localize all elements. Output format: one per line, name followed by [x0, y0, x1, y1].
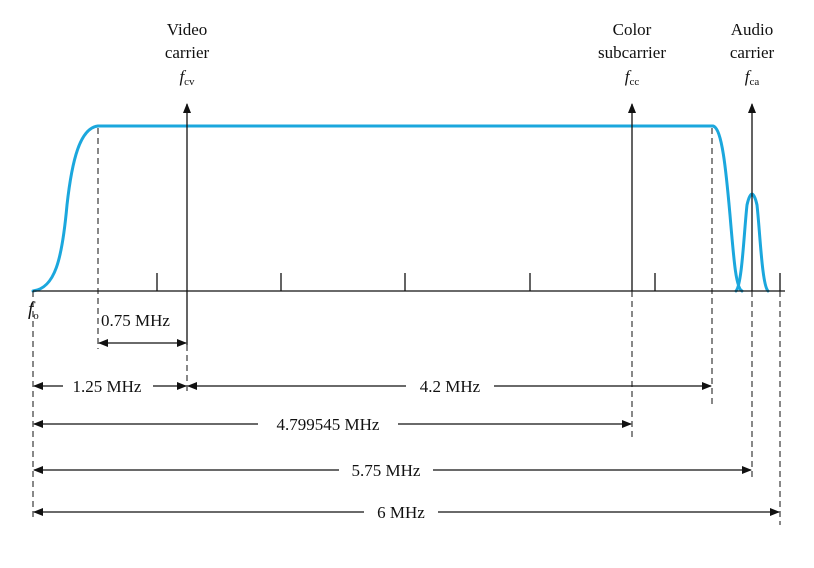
axis-ticks — [156, 273, 781, 291]
color-offset-label: 4.799545 MHz — [277, 415, 380, 434]
audio-offset-label: 5.75 MHz — [352, 461, 421, 480]
audio-carrier-label: Audio carrier fca — [730, 20, 775, 88]
vestigial-label: 0.75 MHz — [101, 311, 170, 330]
audio-carrier-line1: Audio — [731, 20, 774, 39]
video-carrier-line1: Video — [167, 20, 208, 39]
origin-label: fo — [28, 299, 39, 322]
audio-carrier-line2: carrier — [730, 43, 775, 62]
video-carrier-line2: carrier — [165, 43, 210, 62]
channel-width-label: 6 MHz — [377, 503, 425, 522]
audio-carrier-symbol: fca — [745, 67, 760, 88]
color-subcarrier-line1: Color — [613, 20, 652, 39]
color-subcarrier-symbol: fcc — [625, 67, 640, 88]
video-carrier-symbol: fcv — [179, 67, 195, 88]
video-carrier-label: Video carrier fcv — [165, 20, 210, 88]
reference-dashed-lines — [32, 128, 781, 525]
video-spectrum-curve — [31, 124, 744, 293]
color-subcarrier-label: Color subcarrier fcc — [598, 20, 666, 88]
video-offset-label: 1.25 MHz — [73, 377, 142, 396]
color-subcarrier-line2: subcarrier — [598, 43, 666, 62]
video-bandwidth-label: 4.2 MHz — [420, 377, 481, 396]
